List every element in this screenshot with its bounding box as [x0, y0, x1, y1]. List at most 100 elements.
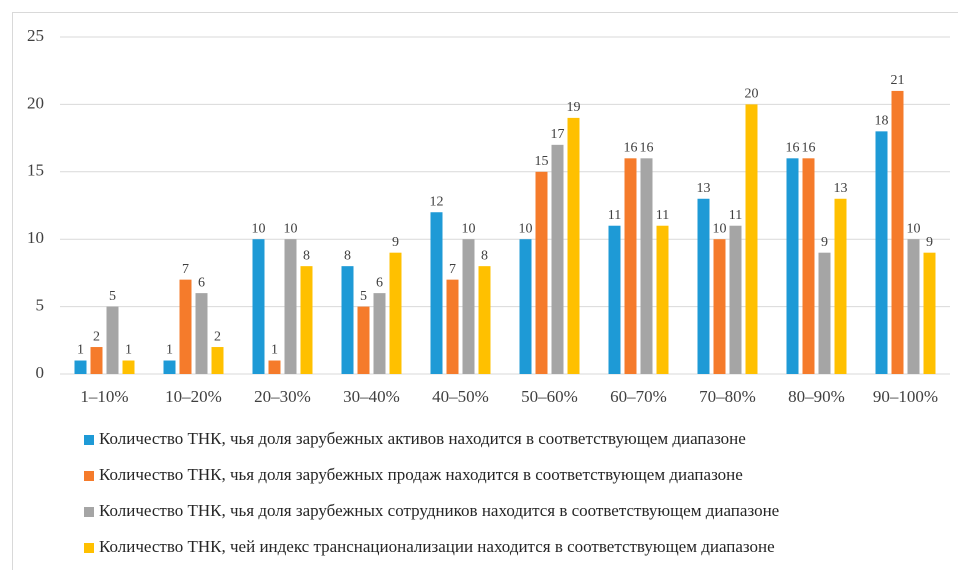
legend-swatch — [84, 507, 94, 517]
data-label: 13 — [697, 181, 711, 196]
y-tick-label: 0 — [36, 363, 45, 382]
bar — [74, 360, 87, 374]
data-label: 1 — [125, 343, 132, 358]
x-tick-label: 40–50% — [432, 387, 489, 406]
bar — [786, 158, 799, 374]
data-label: 16 — [802, 141, 816, 156]
data-label: 10 — [462, 221, 476, 236]
bar — [252, 239, 265, 374]
data-label: 15 — [535, 154, 549, 169]
bar — [535, 171, 548, 374]
data-label: 19 — [567, 100, 581, 115]
bar — [179, 279, 192, 374]
bar — [891, 90, 904, 375]
x-tick-label: 1–10% — [80, 387, 128, 406]
bar — [430, 212, 443, 374]
chart-frame — [12, 12, 958, 570]
data-label: 7 — [449, 262, 456, 277]
bar — [106, 306, 119, 374]
data-label: 8 — [344, 248, 351, 263]
data-label: 16 — [786, 141, 800, 156]
data-label: 9 — [821, 235, 828, 250]
legend-swatch — [84, 435, 94, 445]
bar — [300, 266, 313, 374]
x-tick-label: 30–40% — [343, 387, 400, 406]
data-label: 10 — [284, 221, 298, 236]
bar — [478, 266, 491, 374]
data-label: 10 — [519, 221, 533, 236]
legend-swatch — [84, 471, 94, 481]
data-label: 21 — [891, 73, 905, 88]
x-tick-label: 10–20% — [165, 387, 222, 406]
x-tick-label: 70–80% — [699, 387, 756, 406]
data-label: 1 — [77, 343, 84, 358]
bar — [656, 225, 669, 374]
x-tick-label: 20–30% — [254, 387, 311, 406]
data-label: 6 — [198, 275, 205, 290]
bar — [875, 131, 888, 374]
bar — [624, 158, 637, 374]
bar — [462, 239, 475, 374]
bar — [389, 252, 402, 374]
bar — [802, 158, 815, 374]
data-label: 13 — [834, 181, 848, 196]
data-label: 5 — [360, 289, 367, 304]
bar — [195, 293, 208, 374]
x-tick-label: 90–100% — [873, 387, 938, 406]
data-label: 9 — [926, 235, 933, 250]
bar — [729, 225, 742, 374]
data-label: 10 — [713, 221, 727, 236]
bar — [818, 252, 831, 374]
bar — [907, 239, 920, 374]
bar — [745, 104, 758, 375]
data-label: 20 — [745, 87, 759, 102]
data-label: 16 — [640, 141, 654, 156]
bar — [211, 347, 224, 374]
bar — [567, 117, 580, 374]
data-label: 11 — [656, 208, 669, 223]
y-tick-label: 20 — [27, 93, 44, 112]
bar — [608, 225, 621, 374]
data-label: 8 — [303, 248, 310, 263]
y-tick-label: 25 — [27, 26, 44, 45]
legend-label: Количество ТНК, чья доля зарубежных акти… — [99, 429, 746, 448]
bar — [923, 252, 936, 374]
data-label: 1 — [271, 343, 278, 358]
data-label: 5 — [109, 289, 116, 304]
data-label: 7 — [182, 262, 189, 277]
data-label: 18 — [875, 114, 889, 129]
data-label: 16 — [624, 141, 638, 156]
bar — [519, 239, 532, 374]
data-label: 11 — [729, 208, 742, 223]
bar — [834, 198, 847, 374]
bar — [122, 360, 135, 374]
x-tick-label: 50–60% — [521, 387, 578, 406]
data-label: 6 — [376, 275, 383, 290]
data-label: 2 — [93, 329, 100, 344]
bar — [163, 360, 176, 374]
bar — [357, 306, 370, 374]
data-label: 1 — [166, 343, 173, 358]
bar — [446, 279, 459, 374]
legend-label: Количество ТНК, чья доля зарубежных сотр… — [99, 501, 779, 520]
data-label: 2 — [214, 329, 221, 344]
bar — [341, 266, 354, 374]
data-label: 12 — [430, 194, 444, 209]
data-label: 17 — [551, 127, 565, 142]
data-label: 8 — [481, 248, 488, 263]
bar — [90, 347, 103, 374]
y-tick-label: 10 — [27, 228, 44, 247]
y-tick-label: 15 — [27, 161, 44, 180]
bar — [697, 198, 710, 374]
data-label: 11 — [608, 208, 621, 223]
bar — [373, 293, 386, 374]
legend-swatch — [84, 543, 94, 553]
legend-label: Количество ТНК, чья доля зарубежных прод… — [99, 465, 743, 484]
bar — [640, 158, 653, 374]
bar — [713, 239, 726, 374]
y-tick-label: 5 — [36, 296, 45, 315]
data-label: 10 — [907, 221, 921, 236]
bar — [284, 239, 297, 374]
